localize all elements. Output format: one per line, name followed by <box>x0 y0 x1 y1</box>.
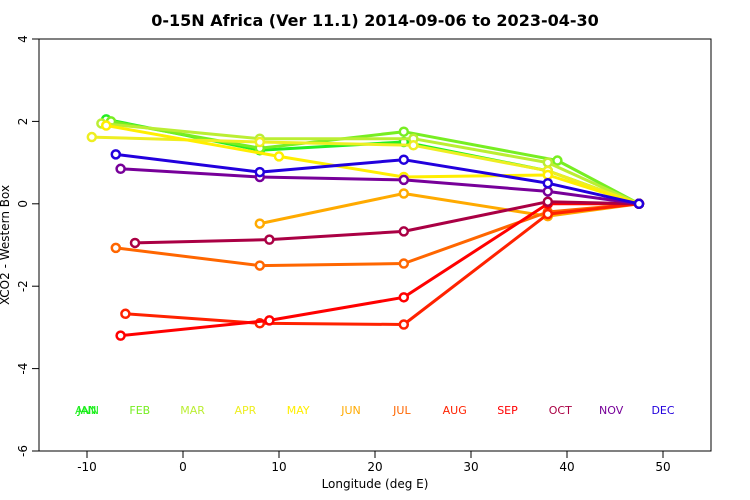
x-tick-label: 50 <box>655 460 670 474</box>
data-point-oct <box>264 234 275 245</box>
data-point-oct <box>542 196 554 207</box>
data-point-may <box>542 169 554 181</box>
data-point-jul <box>110 242 122 254</box>
month-label: JUL <box>392 404 411 417</box>
data-point-may <box>100 120 112 131</box>
x-tick-label: 0 <box>179 460 187 474</box>
data-point-sep <box>398 292 410 303</box>
data-point-nov <box>398 174 410 186</box>
y-tick-label: -6 <box>16 445 30 457</box>
data-point-apr <box>86 131 98 143</box>
data-point-aug <box>398 319 410 330</box>
y-tick-label: 2 <box>16 118 30 126</box>
data-point-may <box>273 151 285 162</box>
month-label: FEB <box>129 404 150 417</box>
data-point-jul <box>254 260 266 271</box>
data-point-dec <box>254 166 266 178</box>
chart-title: 0-15N Africa (Ver 11.1) 2014-09-06 to 20… <box>151 11 599 30</box>
y-tick-label: -2 <box>16 280 30 292</box>
data-point-nov <box>115 163 126 175</box>
data-point-dec <box>398 154 410 165</box>
month-label: ANN <box>75 404 99 417</box>
series-line-oct <box>134 200 640 245</box>
data-point-mar <box>542 157 554 168</box>
data-point-oct <box>398 226 410 237</box>
x-tick-label: -10 <box>77 460 97 474</box>
y-tick-label: 4 <box>16 35 30 43</box>
data-point-jul <box>398 258 410 269</box>
data-point-jun <box>398 188 410 199</box>
series-jul <box>110 198 645 271</box>
month-label: JAN <box>77 404 97 417</box>
data-point-jun <box>254 218 266 229</box>
month-label: MAR <box>180 404 205 417</box>
month-label: JUN <box>340 404 361 417</box>
data-point-apr <box>408 140 419 151</box>
x-tick-label: 20 <box>367 460 382 474</box>
month-label: AUG <box>443 404 467 417</box>
x-axis-ticks: -10 0 10 20 30 40 50 <box>77 451 671 474</box>
month-label: MAY <box>287 404 310 417</box>
month-label: NOV <box>599 404 624 417</box>
data-point-sep <box>264 315 275 326</box>
data-point-aug <box>542 208 554 220</box>
series-layer <box>86 114 645 341</box>
data-point-nov <box>542 186 554 197</box>
y-tick-label: 0 <box>16 200 30 208</box>
x-axis-label: Longitude (deg E) <box>322 477 429 491</box>
x-tick-label: 40 <box>559 460 574 474</box>
data-point-aug <box>120 308 131 320</box>
month-label: OCT <box>549 404 572 417</box>
month-label: DEC <box>651 404 674 417</box>
x-tick-label: 30 <box>463 460 478 474</box>
month-label: SEP <box>497 404 518 417</box>
series-dec <box>110 149 645 210</box>
x-tick-label: 10 <box>271 460 286 474</box>
y-axis-label: XCO2 - Western Box <box>0 185 12 305</box>
data-point-dec <box>633 198 645 210</box>
month-label: APR <box>234 404 256 417</box>
y-tick-label: -4 <box>16 363 30 375</box>
series-line-sep <box>120 202 639 338</box>
data-point-sep <box>115 330 126 341</box>
data-point-dec <box>542 177 554 189</box>
data-point-feb <box>398 126 410 137</box>
data-point-oct <box>129 237 141 249</box>
y-axis-ticks: -6 -4 -2 0 2 4 <box>16 35 39 457</box>
data-point-feb <box>552 155 563 166</box>
data-point-dec <box>110 149 122 160</box>
data-point-apr <box>254 136 266 148</box>
